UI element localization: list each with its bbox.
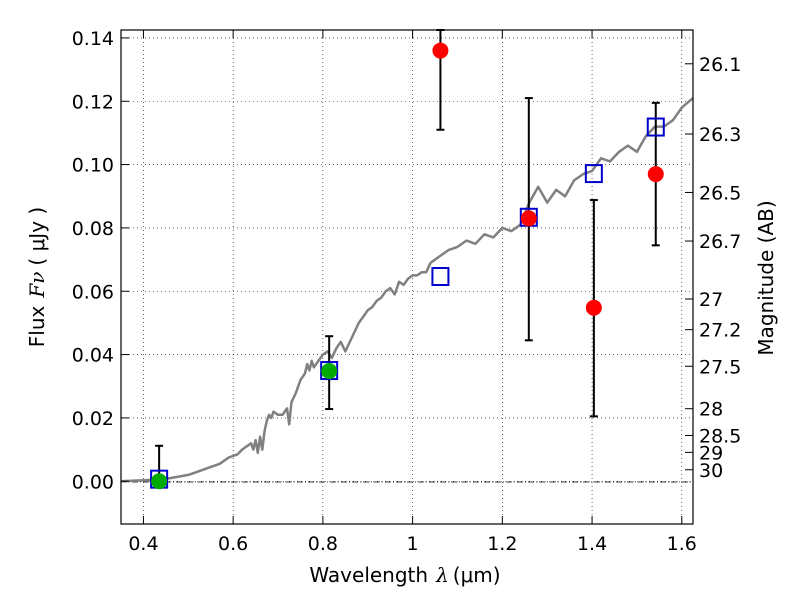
y-tick-label: 0.12 <box>72 91 114 113</box>
y-tick-label: 0.14 <box>72 28 114 50</box>
axis-ticks <box>121 30 693 524</box>
model-spectrum-line <box>120 97 694 483</box>
grid-lines <box>121 30 693 524</box>
x-tick-label: 0.6 <box>218 533 248 555</box>
data-markers <box>150 42 665 490</box>
x-tick-label: 0.4 <box>128 533 158 555</box>
plot-frame <box>120 29 694 525</box>
observed-flux-marker <box>520 210 537 227</box>
y-tick-label: 0.00 <box>72 471 114 493</box>
x-tick-label: 0.8 <box>308 533 338 555</box>
y-tick-label: 0.02 <box>72 408 114 430</box>
model-bandpass-marker <box>646 117 665 137</box>
mag-tick-label: 27.5 <box>699 356 741 378</box>
mag-tick-label: 28 <box>699 399 723 421</box>
tick-labels: 0.4 0.6 0.8 1 1.2 1.4 1.6 0.00 0.02 0.04 0.06 0.08 0… <box>72 28 742 555</box>
mag-tick-label: 28.5 <box>699 425 741 447</box>
model-bandpass-marker <box>584 164 603 184</box>
detection-marker <box>151 473 168 490</box>
detection-marker <box>321 363 338 380</box>
model-spectrum <box>120 97 694 483</box>
y-right-axis-title: Magnitude (AB) <box>754 200 778 355</box>
mag-tick-label: 29 <box>699 442 723 464</box>
y-axis-title: FluxFν( μJy ) <box>25 207 49 347</box>
model-bandpass-marker <box>431 267 450 286</box>
x-tick-label: 1 <box>407 533 419 555</box>
y-tick-label: 0.10 <box>72 155 114 177</box>
x-axis-title: Wavelength λ (μm) <box>309 563 500 587</box>
mag-tick-label: 26.7 <box>699 231 741 253</box>
y-tick-label: 0.08 <box>72 218 114 240</box>
observed-flux-marker <box>647 166 664 183</box>
mag-tick-label: 26.3 <box>699 124 741 146</box>
mag-tick-label: 27.2 <box>699 320 741 342</box>
mag-tick-label: 30 <box>699 460 723 482</box>
mag-tick-label: 26.5 <box>699 182 741 204</box>
observed-flux-marker <box>585 299 602 316</box>
x-tick-label: 1.2 <box>487 533 517 555</box>
error-bars <box>155 29 660 483</box>
mag-tick-label: 26.1 <box>699 54 741 76</box>
x-tick-label: 1.4 <box>577 533 607 555</box>
y-tick-label: 0.04 <box>72 345 114 367</box>
observed-flux-marker <box>432 42 449 59</box>
mag-tick-label: 27 <box>699 289 723 311</box>
y-tick-label: 0.06 <box>72 281 114 303</box>
x-tick-label: 1.6 <box>667 533 697 555</box>
